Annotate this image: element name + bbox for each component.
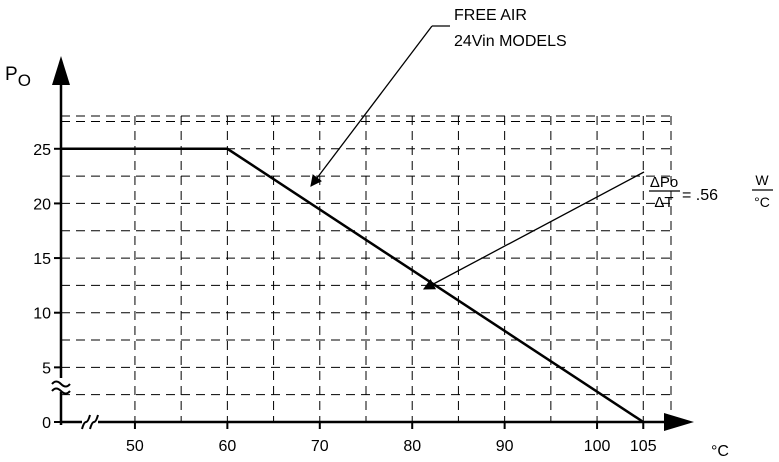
slope-unit-numerator: W <box>755 172 769 188</box>
x-axis-arrow <box>664 413 694 431</box>
y-tick-label: 10 <box>33 306 51 323</box>
y-tick-label: 5 <box>42 360 51 377</box>
grid-lines <box>61 115 672 422</box>
slope-annotation: ΔPo ΔT = .56 W °C <box>422 171 773 290</box>
x-tick-label: 100 <box>584 438 611 455</box>
y-tick-label: 15 <box>33 251 51 268</box>
free-air-line-2: 24Vin MODELS <box>454 33 567 50</box>
y-axis-label-sub: O <box>18 71 31 90</box>
slope-unit-denominator: °C <box>754 194 770 210</box>
slope-equals: = .56 <box>682 187 718 204</box>
free-air-line-1: FREE AIR <box>454 7 527 24</box>
x-tick-label: 50 <box>126 438 144 455</box>
x-tick-label: 105 <box>630 438 657 455</box>
axes <box>52 56 694 431</box>
y-tick-label: 20 <box>33 196 51 213</box>
x-tick-label: 80 <box>403 438 421 455</box>
slope-numerator: ΔPo <box>650 174 678 191</box>
y-axis-arrow <box>52 56 70 85</box>
y-tick-label: 25 <box>33 142 51 159</box>
x-tick-label: 90 <box>496 438 514 455</box>
x-axis-break <box>81 414 99 430</box>
y-ticks: 0 5 10 15 20 25 <box>33 142 61 432</box>
x-tick-label: 60 <box>218 438 236 455</box>
y-axis-label: PO <box>5 64 31 90</box>
slope-arrow <box>422 171 645 290</box>
y-axis-label-main: P <box>5 64 18 85</box>
x-tick-label: 70 <box>311 438 329 455</box>
x-axis-label: °C <box>711 443 729 460</box>
x-ticks: 50 60 70 80 90 100 105 <box>126 422 657 455</box>
free-air-arrow <box>310 25 433 187</box>
series-line <box>61 147 644 424</box>
free-air-annotation: FREE AIR 24Vin MODELS <box>310 7 567 187</box>
y-axis-break <box>51 378 71 395</box>
y-tick-label: 0 <box>42 415 51 432</box>
slope-denominator: ΔT <box>654 194 673 211</box>
